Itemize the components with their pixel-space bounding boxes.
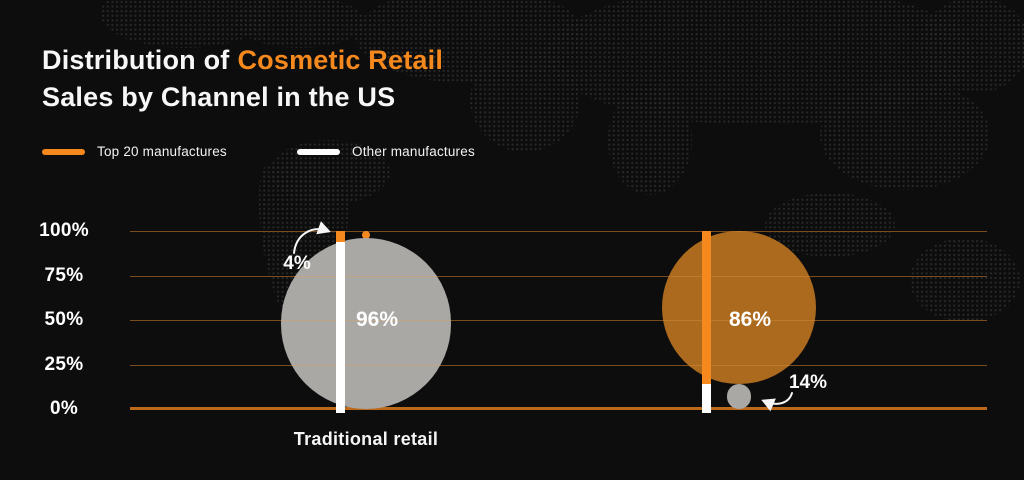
y-tick-75: 75% [44, 265, 84, 286]
bubble-top20-channel2 [662, 231, 816, 385]
gridline [130, 231, 987, 232]
gridline [130, 320, 987, 321]
annotation-4pct: 4% [283, 253, 311, 274]
gridline [130, 275, 987, 277]
page-title: Distribution of Cosmetic Retail Sales by … [42, 42, 443, 116]
gridline-overlay [130, 231, 987, 232]
bar-other-channel2 [702, 384, 711, 413]
bar-top20-channel2 [702, 231, 711, 385]
gridline-overlay [130, 364, 987, 366]
category-label-channel2 [619, 428, 859, 450]
legend-item-other: Other manufactures [297, 144, 475, 159]
y-tick-50: 50% [44, 309, 84, 330]
legend-swatch-orange-icon [42, 148, 85, 155]
legend-label: Top 20 manufactures [97, 144, 227, 159]
bar-top20-traditional [336, 231, 345, 242]
legend-label: Other manufactures [352, 144, 475, 159]
bubble-other-channel2 [726, 384, 752, 409]
x-axis-line [130, 407, 987, 410]
legend-swatch-white-icon [297, 148, 340, 155]
bar-other-traditional [336, 242, 345, 413]
y-tick-25: 25% [44, 354, 84, 375]
gridline-overlay [130, 275, 987, 277]
gridline-overlay [130, 320, 987, 321]
bubble-other-traditional [280, 238, 452, 409]
title-line-1: Distribution of Cosmetic Retail [42, 42, 443, 79]
bubble-top20-traditional [362, 231, 370, 239]
title-text-white: Distribution of [42, 45, 230, 75]
annotation-14pct: 14% [788, 372, 828, 393]
gridline [130, 364, 987, 366]
y-tick-0: 0% [49, 398, 79, 419]
legend-item-top20: Top 20 manufactures [42, 144, 227, 159]
title-text-accent: Cosmetic Retail [237, 45, 444, 75]
category-label-traditional-retail: Traditional retail [293, 429, 439, 449]
value-label-96: 96% [355, 308, 399, 331]
value-label-86: 86% [728, 308, 772, 331]
y-tick-100: 100% [39, 220, 89, 241]
title-line-2: Sales by Channel in the US [42, 82, 396, 112]
